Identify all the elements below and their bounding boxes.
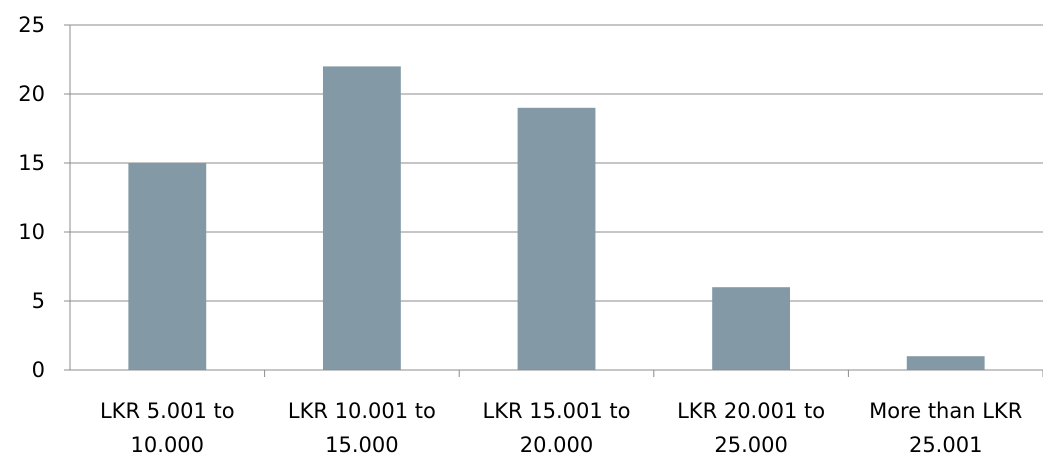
bar (712, 287, 791, 370)
bars (128, 66, 985, 371)
y-tick-label: 0 (32, 358, 45, 382)
bar (322, 66, 401, 371)
y-tick-label: 25 (18, 13, 45, 37)
x-tick-label: 25.001 (909, 433, 982, 456)
x-tick-label: 20.000 (520, 433, 593, 456)
x-tick-label: LKR 15.001 to (483, 399, 631, 423)
axes (69, 25, 1043, 371)
x-tick-label: LKR 20.001 to (677, 399, 825, 423)
x-tick-label: More than LKR (869, 399, 1022, 423)
x-tick-label: 10.000 (131, 433, 204, 456)
x-tick-label: LKR 10.001 to (288, 399, 436, 423)
y-tick-label: 20 (18, 82, 45, 106)
bar (517, 107, 596, 371)
x-tick-label: 15.000 (325, 433, 398, 456)
bar (906, 356, 985, 370)
x-axis-ticks: LKR 5.001 to 10.000 LKR 10.001 to 15.000 LKR… (100, 370, 1043, 457)
x-tick-label: 25.000 (714, 433, 787, 456)
y-tick-label: 15 (18, 151, 45, 175)
y-axis-ticks: 0 5 10 15 20 25 (18, 13, 70, 382)
y-tick-label: 5 (32, 289, 45, 313)
bar (128, 163, 207, 370)
y-tick-label: 10 (18, 220, 45, 244)
x-tick-label: LKR 5.001 to (100, 399, 235, 423)
